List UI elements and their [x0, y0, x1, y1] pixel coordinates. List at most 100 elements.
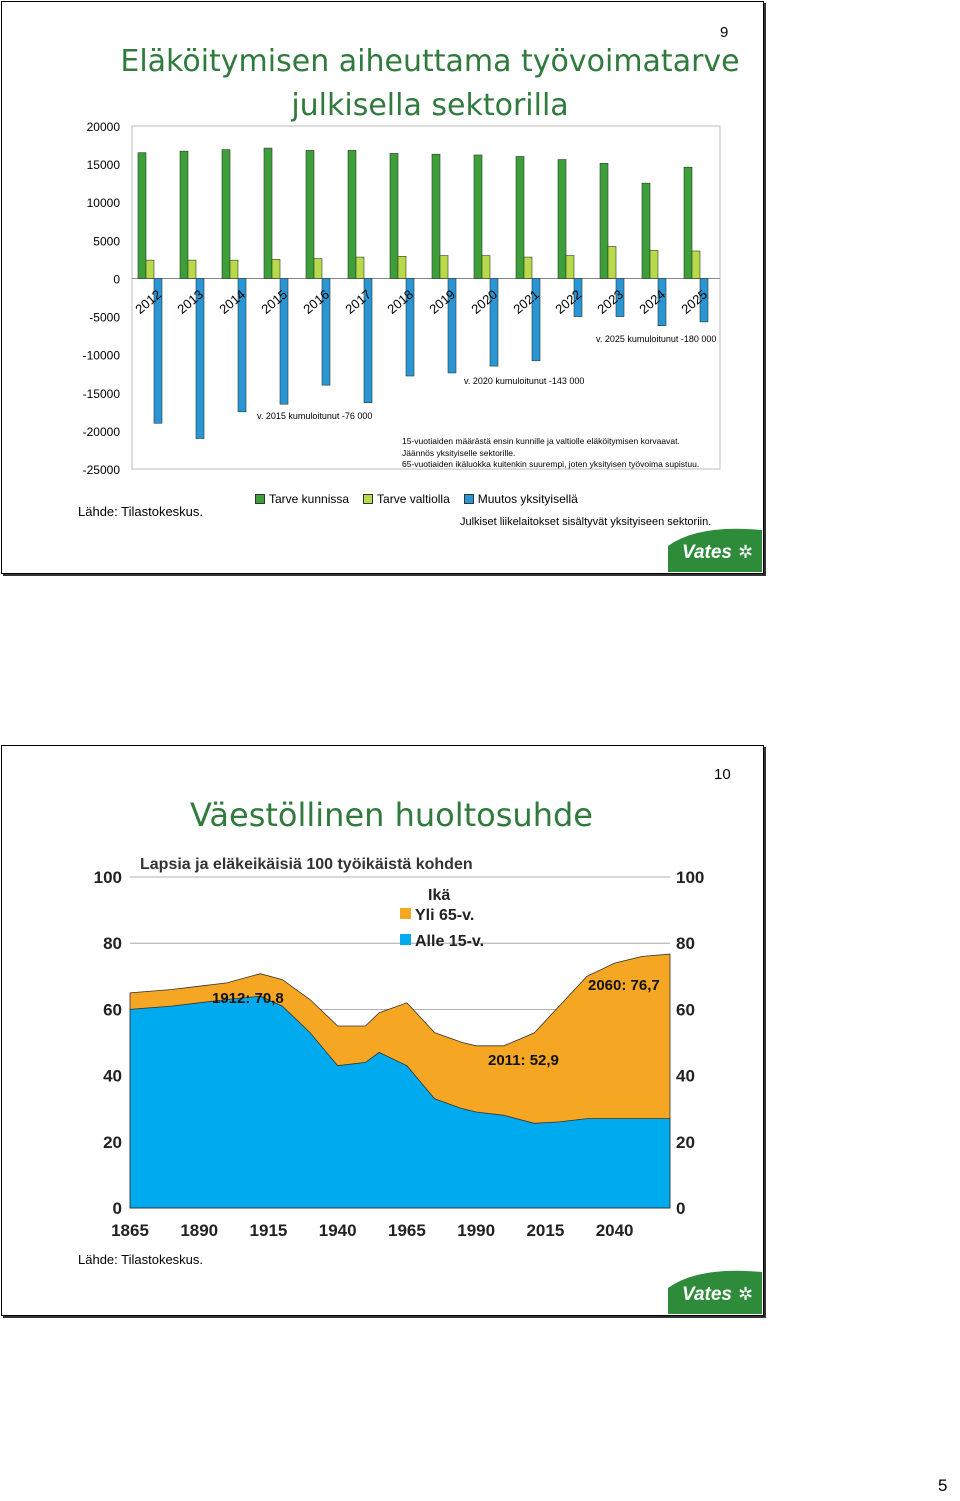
bar — [489, 278, 499, 367]
y-tick-label: -20000 — [83, 425, 121, 439]
bar — [237, 278, 247, 413]
explanation-line: 65-vuotiaiden ikäluokka kuitenkin suurem… — [402, 459, 699, 469]
footnote: Julkiset liikelaitokset sisältyvät yksit… — [460, 516, 712, 528]
bar — [447, 278, 457, 374]
bar — [389, 153, 399, 279]
y-tick-label: -10000 — [83, 349, 121, 363]
x-tick-label: 1990 — [457, 1221, 495, 1240]
bar — [515, 156, 525, 279]
slide-1-title: Eläköitymisen aiheuttama työvoimatarve j… — [120, 44, 740, 123]
bar — [481, 255, 491, 279]
y-tick-label: 0 — [113, 272, 120, 286]
x-tick-label: 1940 — [319, 1221, 357, 1240]
y-tick-label-left: 0 — [113, 1199, 122, 1218]
bar — [187, 259, 197, 279]
slide-number: 9 — [720, 24, 729, 41]
bar — [439, 255, 449, 279]
y-tick-label: 5000 — [93, 234, 120, 248]
x-tick-label: 2015 — [526, 1221, 564, 1240]
logo-figure-icon: ✲ — [738, 542, 753, 562]
logo-background — [668, 1270, 762, 1314]
y-tick-label-right: 100 — [676, 868, 704, 887]
legend-label: Alle 15-v. — [415, 933, 484, 950]
bar — [683, 166, 693, 279]
bar — [145, 259, 155, 279]
y-tick-label-right: 0 — [676, 1199, 685, 1218]
bar — [305, 150, 315, 279]
bar — [523, 256, 533, 279]
bar — [565, 255, 575, 279]
bar — [641, 182, 651, 279]
y-tick-label-left: 20 — [103, 1133, 122, 1152]
bar — [313, 258, 323, 279]
legend-swatch — [400, 908, 411, 919]
annotation-2025: v. 2025 kumuloitunut -180 000 — [596, 334, 716, 344]
x-tick-label: 2040 — [596, 1221, 634, 1240]
y-tick-label: 10000 — [87, 196, 121, 210]
logo-background — [668, 528, 762, 572]
annotation: 1912: 70,8 — [212, 990, 284, 1007]
bar-chart: 20000 15000 10000 5000 0 -5000 -10000 -15000 -20… — [83, 120, 721, 477]
y-tick-label-right: 80 — [676, 934, 695, 953]
bar — [557, 159, 567, 279]
explanation-line: 15-vuotiaiden määrästä ensin kunnille ja… — [402, 436, 680, 446]
bar — [657, 278, 667, 327]
x-tick-label: 1965 — [388, 1221, 426, 1240]
legend-item-kunnissa: Tarve kunnissa — [255, 492, 349, 506]
annotation-2020: v. 2020 kumuloitunut -143 000 — [464, 376, 584, 386]
bar — [573, 278, 583, 317]
chart-legend: Tarve kunnissa Tarve valtiolla Muutos yk… — [255, 492, 578, 506]
bar — [607, 246, 617, 279]
legend-label: Yli 65-v. — [415, 907, 474, 924]
y-tick-label: 20000 — [87, 120, 121, 134]
bar — [397, 256, 407, 279]
slide-number: 10 — [714, 766, 731, 783]
legend-swatch — [400, 934, 411, 945]
legend-label: Tarve valtiolla — [377, 492, 450, 506]
bar — [279, 278, 289, 405]
chart-title: Lapsia ja eläkeikäisiä 100 työikäistä ko… — [140, 856, 473, 873]
bar — [599, 163, 609, 279]
legend-swatch-blue — [463, 494, 474, 504]
source-note: Lähde: Tilastokeskus. — [78, 1252, 204, 1267]
legend-swatch-lightgreen — [363, 494, 374, 504]
source-note: Lähde: Tilastokeskus. — [78, 504, 204, 519]
bar — [153, 278, 163, 424]
bar — [221, 149, 231, 279]
area-series — [129, 995, 671, 1209]
bar — [271, 259, 281, 279]
annotation: 2060: 76,7 — [588, 977, 660, 994]
slide-1: 9 — [1, 1, 764, 574]
page-corner-number: 5 — [938, 1476, 948, 1495]
y-tick-label-left: 100 — [94, 868, 122, 887]
legend-item-valtiolla: Tarve valtiolla — [363, 492, 450, 506]
y-tick-label: -25000 — [83, 463, 121, 477]
x-tick-label: 1915 — [250, 1221, 288, 1240]
plot-area — [131, 125, 721, 470]
slide-2-title: Väestöllinen huoltosuhde — [190, 796, 593, 834]
bar — [699, 278, 709, 323]
y-tick-label-right: 40 — [676, 1067, 695, 1086]
bar — [363, 278, 373, 403]
bar — [431, 153, 441, 279]
annotation-2015: v. 2015 kumuloitunut -76 000 — [257, 411, 372, 421]
logo-text: Vates — [682, 542, 732, 563]
x-tick-label: 1865 — [111, 1221, 149, 1240]
legend-swatch-green — [255, 494, 265, 504]
bar — [179, 150, 189, 279]
bar — [347, 150, 357, 279]
y-tick-label-right: 60 — [676, 1000, 695, 1019]
area-chart: Lapsia ja eläkeikäisiä 100 työikäistä ko… — [93, 856, 705, 1240]
bar — [229, 259, 239, 279]
legend-item-yksityisella: Muutos yksityisellä — [463, 492, 578, 506]
explanation-line: Jäännös yksityiselle sektorille. — [402, 448, 515, 458]
bar — [195, 278, 205, 439]
y-tick-label: -15000 — [83, 387, 121, 401]
legend-label: Tarve kunnissa — [269, 492, 350, 506]
vates-logo: Vates ✲ — [668, 528, 762, 572]
bar — [691, 250, 701, 279]
x-tick-label: 1890 — [180, 1221, 218, 1240]
vates-logo: Vates ✲ — [668, 1270, 762, 1314]
y-tick-label: -5000 — [89, 311, 120, 325]
bar — [355, 256, 365, 279]
